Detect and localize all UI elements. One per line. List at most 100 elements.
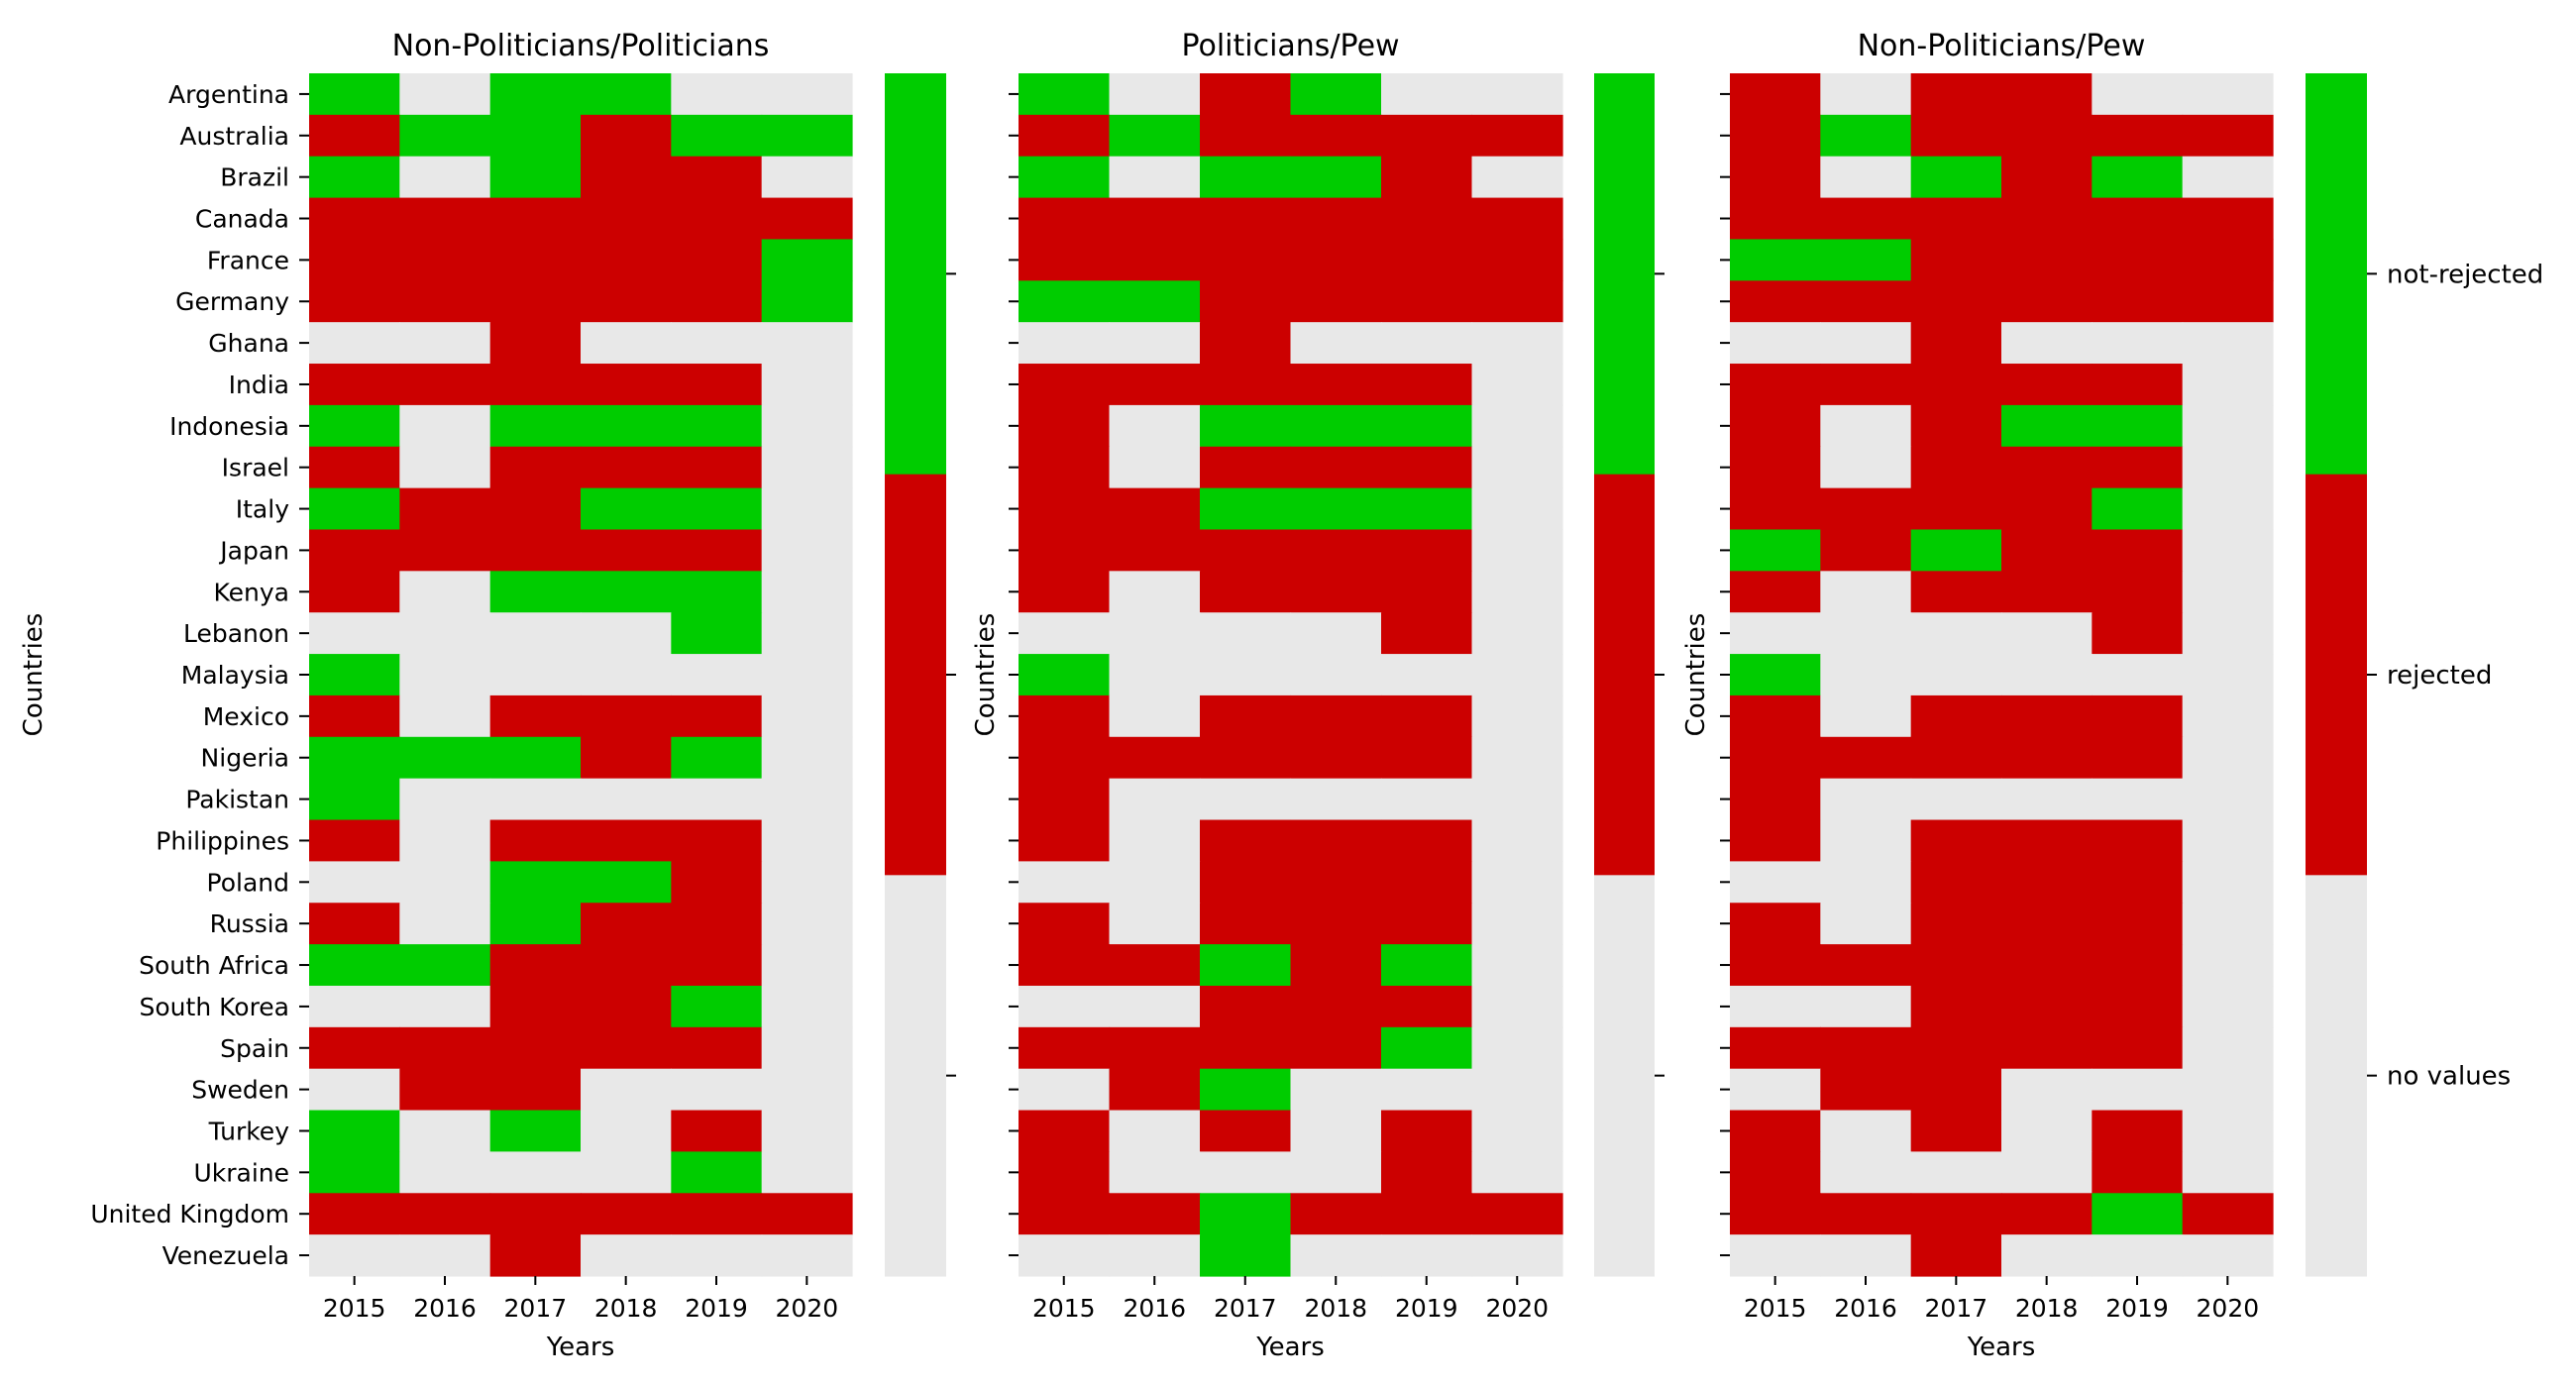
heatmap-cell <box>1109 903 1201 945</box>
heatmap-cell <box>761 114 853 158</box>
heatmap-cell <box>1471 1151 1563 1194</box>
heatmap-cell <box>1019 197 1111 241</box>
heatmap-cell <box>581 861 672 904</box>
heatmap-cell <box>1910 985 2002 1028</box>
heatmap-cell <box>761 1026 853 1070</box>
heatmap-cell <box>489 73 582 116</box>
heatmap-cell <box>1019 903 1111 945</box>
heatmap-cell <box>1730 364 1821 406</box>
heatmap-cell <box>2001 571 2093 613</box>
heatmap-cell <box>489 529 582 572</box>
colorbar-segment <box>885 875 946 1277</box>
heatmap-cell <box>489 612 582 655</box>
heatmap-cell <box>1290 778 1382 821</box>
heatmap-cell <box>761 944 853 987</box>
heatmap-cell <box>2182 404 2274 448</box>
heatmap-cell <box>1910 1234 2002 1277</box>
heatmap-cell <box>1109 778 1201 821</box>
heatmap-cell <box>581 404 672 448</box>
heatmap-cell <box>671 446 763 489</box>
heatmap-cell <box>309 280 400 323</box>
heatmap-cell <box>1381 1234 1473 1277</box>
heatmap-cell <box>2092 654 2184 696</box>
heatmap-cell <box>581 487 672 531</box>
heatmap-cell <box>1820 1193 1912 1235</box>
heatmap-cell <box>489 239 582 281</box>
colorbar-segment <box>2306 73 2367 476</box>
heatmap-cell <box>1910 239 2002 281</box>
heatmap-cell <box>2001 1026 2093 1070</box>
heatmap-cell <box>489 114 582 158</box>
heatmap-cell <box>581 322 672 365</box>
y-tick-label: Australia <box>179 122 289 151</box>
x-axis-label: Years <box>1255 1333 1325 1362</box>
heatmap-cell <box>1200 1026 1292 1070</box>
heatmap-cell <box>309 197 400 241</box>
heatmap-cell <box>1820 322 1912 365</box>
heatmap-cell <box>1730 654 1821 696</box>
heatmap-cell <box>2001 1193 2093 1235</box>
heatmap-cell <box>2092 612 2184 655</box>
heatmap-cell <box>1730 446 1821 489</box>
heatmap-cell <box>1471 903 1563 945</box>
heatmap-cell <box>1910 529 2002 572</box>
heatmap-cell <box>1290 1110 1382 1153</box>
heatmap-cell <box>2001 239 2093 281</box>
heatmap-cell <box>2092 1193 2184 1235</box>
heatmap-cell <box>2182 239 2274 281</box>
heatmap-cell <box>1730 114 1821 158</box>
heatmap-cell <box>671 694 763 738</box>
heatmap-cell <box>2001 1110 2093 1153</box>
heatmap-cell <box>1019 694 1111 738</box>
heatmap-cell <box>2001 736 2093 780</box>
heatmap-cell <box>1471 612 1563 655</box>
heatmap-cell <box>1290 571 1382 613</box>
heatmap-cell <box>1730 1110 1821 1153</box>
x-tick-label: 2016 <box>1123 1294 1186 1323</box>
heatmap-cell <box>1910 280 2002 323</box>
heatmap-cell <box>1730 156 1821 199</box>
heatmap-cell <box>1200 280 1292 323</box>
heatmap-cell <box>309 985 400 1028</box>
heatmap-cell <box>1471 1026 1563 1070</box>
heatmap-cell <box>2001 364 2093 406</box>
colorbar-segment <box>1594 474 1655 876</box>
heatmap-cell <box>1019 322 1111 365</box>
heatmap-cell <box>1200 364 1292 406</box>
y-tick-label: Pakistan <box>185 786 289 814</box>
y-tick-label: Argentina <box>168 80 289 109</box>
heatmap-cell <box>1730 1026 1821 1070</box>
heatmap-cell <box>489 364 582 406</box>
heatmap-cell <box>399 487 491 531</box>
heatmap-cell <box>1910 114 2002 158</box>
heatmap-cell <box>761 239 853 281</box>
y-tick-label: Brazil <box>220 163 289 192</box>
heatmap-cell <box>1381 861 1473 904</box>
heatmap-cell <box>489 156 582 199</box>
heatmap-cell <box>1381 529 1473 572</box>
heatmap-cell <box>1019 1234 1111 1277</box>
heatmap-cell <box>1109 612 1201 655</box>
heatmap-cell <box>1290 903 1382 945</box>
heatmap-cell <box>1910 903 2002 945</box>
heatmap-cell <box>671 1110 763 1153</box>
x-tick-label: 2019 <box>685 1294 748 1323</box>
heatmap-cell <box>2182 903 2274 945</box>
heatmap-cell <box>1019 571 1111 613</box>
heatmap-cell <box>1019 944 1111 987</box>
heatmap-cell <box>1910 156 2002 199</box>
heatmap-cell <box>1290 364 1382 406</box>
heatmap-cell <box>2001 903 2093 945</box>
heatmap-cell <box>1471 487 1563 531</box>
heatmap-cell <box>309 861 400 904</box>
heatmap-cell <box>1820 654 1912 696</box>
heatmap-cell <box>399 322 491 365</box>
heatmap-cell <box>2092 156 2184 199</box>
heatmap-cell <box>309 612 400 655</box>
heatmap-cell <box>1910 1193 2002 1235</box>
heatmap-cell <box>1730 861 1821 904</box>
heatmap-cell <box>309 156 400 199</box>
heatmap-cell <box>581 1234 672 1277</box>
heatmap-cell <box>309 239 400 281</box>
heatmap-cell <box>1200 446 1292 489</box>
